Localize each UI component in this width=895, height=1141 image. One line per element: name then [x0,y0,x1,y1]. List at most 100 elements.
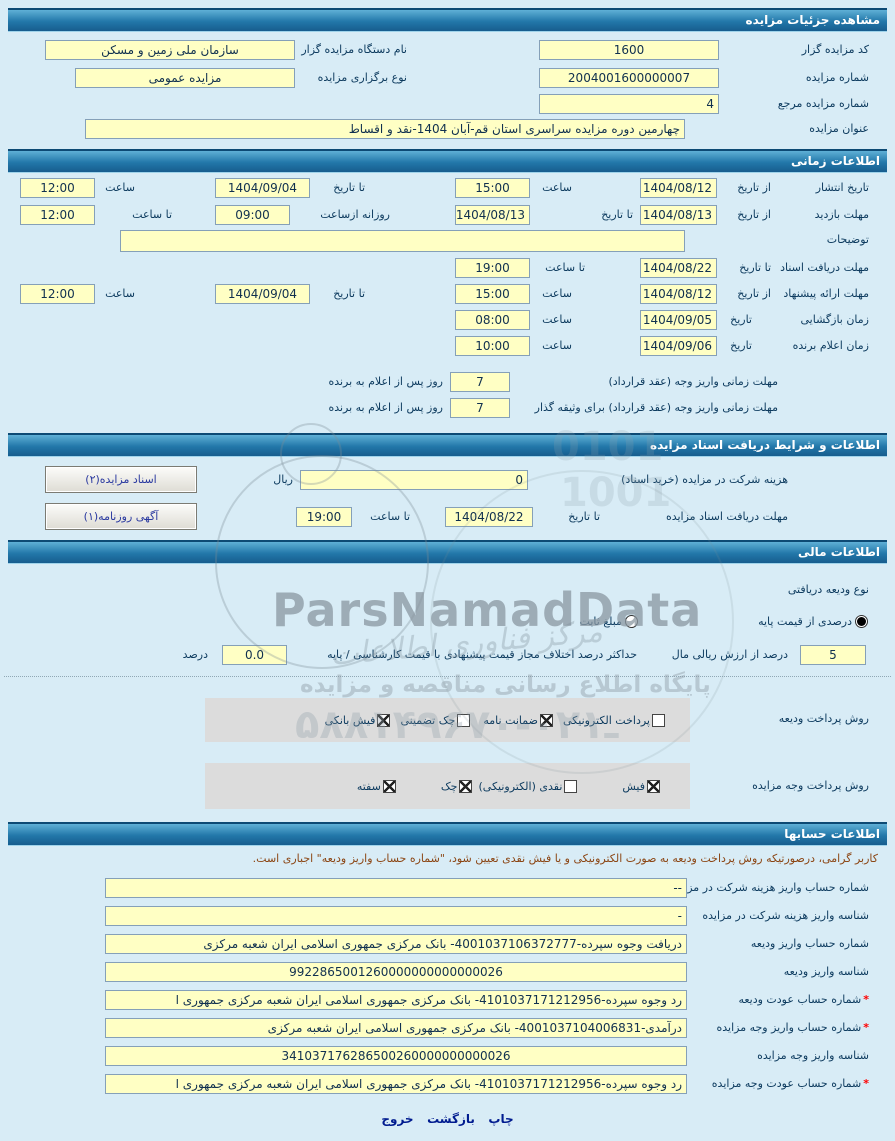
account-row-field[interactable]: رد وجوه سپرده-4101037171212956- بانک مرک… [105,990,687,1010]
row-deposit-type: نوع ودیعه دریافتی [0,580,895,606]
row-opening-time: زمان بازگشایی تاریخ 1404/09/05 ساعت 08:0… [0,310,895,336]
checkbox-icon[interactable] [647,779,660,793]
row-payment-deadline-guarantor: مهلت زمانی واریز وجه (عقد قرارداد) برای … [0,398,895,424]
visit-daily-from-field[interactable]: 09:00 [215,205,290,225]
docs-receive-deadline-label: مهلت دریافت اسناد مزایده [665,510,788,523]
radio-fixed-amount[interactable]: مبلغ ثابت [580,615,638,628]
opening-date-field[interactable]: 1404/09/05 [640,310,717,330]
row-account: شناسه واریز ودیعه 9922865001260000000000… [0,962,895,988]
publish-to-date-field[interactable]: 1404/09/04 [215,178,310,198]
account-row-label: شناسه واریز ودیعه [783,965,869,978]
radio-button-icon[interactable] [855,615,868,628]
org-name-field[interactable]: سازمان ملی زمین و مسکن [45,40,295,60]
hour-label: ساعت [542,287,572,300]
row-account: شماره حساب عودت وجه مزایده رد وجوه سپرده… [0,1074,895,1100]
offer-to-date-field[interactable]: 1404/09/04 [215,284,310,304]
visit-from-date-field[interactable]: 1404/08/13 [640,205,717,225]
deposit-percent-field[interactable]: 5 [800,645,866,665]
days-after-winner-label: روز پس از اعلام به برنده [328,375,443,388]
winner-time-field[interactable]: 10:00 [455,336,530,356]
checkbox-promissory-note[interactable]: سفته [357,779,396,793]
auction-number-label: شماره مزایده [805,71,869,84]
row-account: شماره حساب واریز وجه مزایده درآمدی-40010… [0,1018,895,1044]
checkbox-cash-electronic[interactable]: نقدی (الکترونیکی) [478,779,578,793]
row-visit-deadline: مهلت بازدید از تاریخ 1404/08/13 تا تاریخ… [0,205,895,231]
checkbox-certified-cheque[interactable]: چک تضمینی [400,713,471,727]
checkbox-icon[interactable] [377,713,391,727]
docs-deadline-date-field[interactable]: 1404/08/22 [640,258,717,278]
to-hour-label: تا ساعت [370,510,410,523]
footer-links: چاپ بازگشت خروج [0,1112,895,1126]
account-row-field[interactable]: - [105,906,687,926]
account-row-label: شماره حساب عودت ودیعه [738,993,869,1006]
row-accounts-notice: کاربر گرامی، درصورتیکه روش پرداخت ودیعه … [0,852,895,878]
auction-number-field[interactable]: 2004001600000007 [539,68,719,88]
publish-from-time-field[interactable]: 15:00 [455,178,530,198]
offer-from-time-field[interactable]: 15:00 [455,284,530,304]
row-auction-title: عنوان مزایده چهارمین دوره مزایده سراسری … [0,119,895,145]
offer-to-time-field[interactable]: 12:00 [20,284,95,304]
row-auction-number: شماره مزایده 2004001600000007 نوع برگزار… [0,68,895,94]
radio-button-icon[interactable] [625,615,638,628]
winner-date-field[interactable]: 1404/09/06 [640,336,717,356]
docs-deadline-label: مهلت دریافت اسناد [780,261,869,274]
checkbox-icon[interactable] [457,713,471,727]
checkbox-bank-receipt[interactable]: فیش بانکی [325,713,391,727]
newspaper-ad-button[interactable]: آگهی روزنامه(۱) [45,503,197,530]
account-row-field[interactable]: 9922865001260000000000000026 [105,962,687,982]
checkbox-guarantee-letter[interactable]: ضمانت نامه [483,713,553,727]
participation-fee-field[interactable]: 0 [300,470,528,490]
radio-percent-of-base-price[interactable]: درصدی از قیمت پایه [758,615,868,628]
checkbox-icon[interactable] [382,779,396,793]
bidder-code-field[interactable]: 1600 [539,40,719,60]
checkbox-cheque[interactable]: چک [441,779,473,793]
checkbox-icon[interactable] [564,779,578,793]
reference-number-field[interactable]: 4 [539,94,719,114]
exit-link[interactable]: خروج [381,1112,414,1126]
auction-title-field[interactable]: چهارمین دوره مزایده سراسری استان قم-آبان… [85,119,685,139]
max-price-diff-field[interactable]: 0.0 [222,645,287,665]
checkbox-icon[interactable] [652,713,665,727]
publish-to-time-field[interactable]: 12:00 [20,178,95,198]
to-hour-label: تا ساعت [132,208,172,221]
payment-deadline-guarantor-days-field[interactable]: 7 [450,398,510,418]
auction-documents-button[interactable]: اسناد مزایده(۲) [45,466,197,493]
checkbox-label: چک تضمینی [400,713,456,727]
checkbox-icon[interactable] [540,713,553,727]
account-row-field[interactable]: -- [105,878,687,898]
docs-deadline-time-field[interactable]: 19:00 [455,258,530,278]
max-price-diff-label: حداکثر درصد اختلاف مجاز قیمت پیشنهادی با… [327,648,637,661]
percent-unit-label: درصد [182,648,208,661]
auction-type-field[interactable]: مزایده عمومی [75,68,295,88]
checkbox-icon[interactable] [459,779,473,793]
section-bar-accounts: اطلاعات حسابها [8,822,887,846]
account-row-label: شماره حساب واریز ودیعه [750,937,869,950]
account-row-field[interactable]: دریافت وجوه سپرده-4001037106372777- بانک… [105,934,687,954]
account-row-field[interactable]: درآمدی-4001037104006831- بانک مرکزی جمهو… [105,1018,687,1038]
offer-from-date-field[interactable]: 1404/08/12 [640,284,717,304]
payment-deadline-days-field[interactable]: 7 [450,372,510,392]
to-date-label: تا تاریخ [333,181,365,194]
account-row-field[interactable]: رد وجوه سپرده-4101037171212956- بانک مرک… [105,1074,687,1094]
print-link[interactable]: چاپ [488,1112,514,1126]
hour-label: ساعت [542,339,572,352]
payment-deadline-label: مهلت زمانی واریز وجه (عقد قرارداد) [608,375,778,388]
checkbox-label: نقدی (الکترونیکی) [478,779,563,793]
checkbox-electronic-payment[interactable]: پرداخت الکترونیکی [563,713,665,727]
section-bar-docs: اطلاعات و شرایط دریافت اسناد مزایده [8,433,887,457]
publish-from-date-field[interactable]: 1404/08/12 [640,178,717,198]
visit-daily-to-field[interactable]: 12:00 [20,205,95,225]
to-date-label: تا تاریخ [739,261,771,274]
account-row-field[interactable]: 341037176286500260000000000026 [105,1046,687,1066]
back-link[interactable]: بازگشت [427,1112,475,1126]
notes-field[interactable] [120,230,685,252]
section-bar-time: اطلاعات زمانی [8,149,887,173]
checkbox-receipt[interactable]: فیش [622,779,660,793]
docs-receive-date-field[interactable]: 1404/08/22 [445,507,533,527]
visit-deadline-label: مهلت بازدید [814,208,869,221]
docs-receive-time-field[interactable]: 19:00 [296,507,352,527]
opening-time-field[interactable]: 08:00 [455,310,530,330]
visit-to-date-field[interactable]: 1404/08/13 [455,205,530,225]
account-row-label: شناسه واریز هزینه شرکت در مزایده [702,909,869,922]
deposit-type-label: نوع ودیعه دریافتی [787,583,869,596]
